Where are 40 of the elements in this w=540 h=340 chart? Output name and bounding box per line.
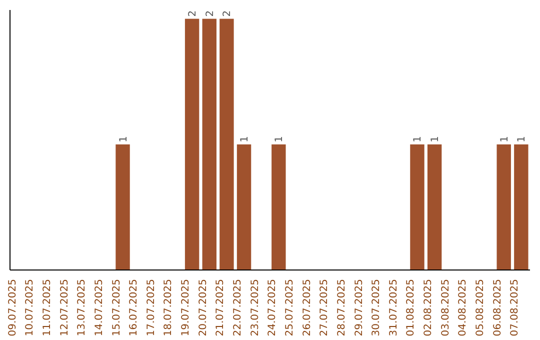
x-tick-label: 25.07.2025	[284, 279, 296, 336]
x-tick-label: 12.07.2025	[59, 279, 70, 336]
x-tick-label: 26.07.2025	[302, 279, 313, 336]
data-label: 1	[274, 136, 286, 142]
x-tick-label: 09.07.2025	[7, 279, 18, 336]
x-tick-label: 15.07.2025	[111, 279, 122, 336]
x-tick-label: 14.07.2025	[94, 279, 105, 336]
x-tick-label: 18.07.2025	[163, 279, 174, 336]
x-tick-label: 16.07.2025	[128, 279, 140, 336]
x-tick-label: 05.08.2025	[475, 279, 486, 336]
x-tick-label: 07.08.2025	[510, 279, 521, 336]
x-tick-label: 27.07.2025	[319, 279, 330, 336]
data-label: 1	[118, 136, 130, 142]
x-tick-label: 28.07.2025	[336, 279, 348, 336]
x-tick-label: 11.07.2025	[42, 279, 53, 336]
data-label: 2	[204, 10, 216, 17]
x-tick-label: 04.08.2025	[458, 279, 469, 336]
x-tick-label: 06.08.2025	[492, 279, 504, 336]
x-tick-label: 23.07.2025	[250, 279, 261, 336]
x-tick-label: 22.07.2025	[232, 279, 244, 336]
x-tick-label: 02.08.2025	[423, 279, 434, 336]
data-label: 1	[430, 136, 442, 142]
x-tick-label: 24.07.2025	[267, 279, 278, 336]
data-label: 1	[499, 136, 510, 142]
data-label: 1	[412, 136, 424, 142]
x-tick-label: 29.07.2025	[354, 279, 365, 336]
data-label: 2	[222, 10, 234, 17]
data-label: 1	[516, 136, 528, 142]
x-tick-label: 17.07.2025	[146, 279, 157, 336]
x-tick-label: 13.07.2025	[76, 279, 88, 336]
data-label: 2	[188, 10, 199, 17]
data-label: 1	[240, 136, 251, 142]
x-tick-label: 10.07.2025	[24, 279, 36, 336]
x-tick-label: 21.07.2025	[215, 279, 226, 336]
x-tick-label: 30.07.2025	[371, 279, 382, 336]
x-tick-label: 03.08.2025	[440, 279, 452, 336]
x-tick-label: 20.07.2025	[198, 279, 209, 336]
x-tick-label: 01.08.2025	[406, 279, 417, 336]
x-tick-label: 31.07.2025	[388, 279, 400, 336]
x-tick-label: 19.07.2025	[180, 279, 192, 336]
